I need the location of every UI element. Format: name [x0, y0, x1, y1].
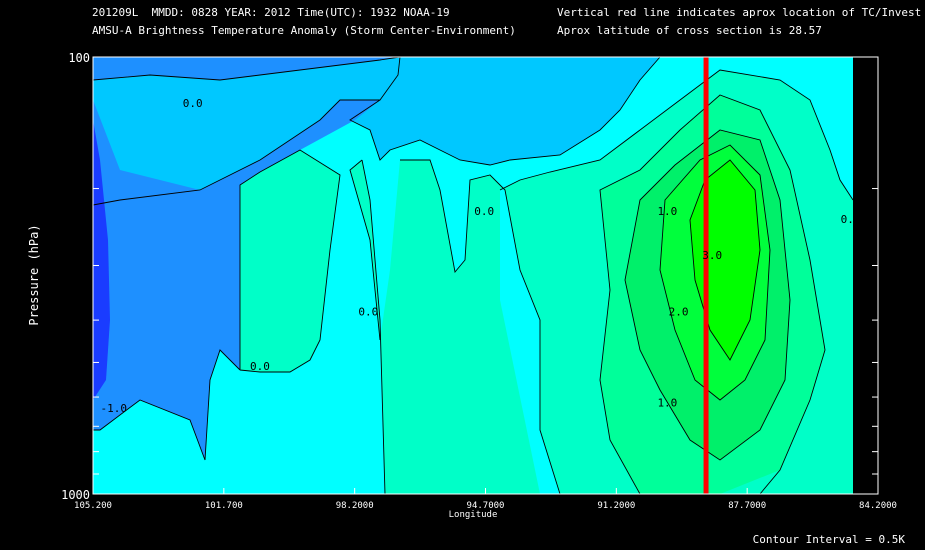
contour-label: 0.0 [841, 213, 861, 226]
x-tick-label: 101.700 [205, 501, 243, 511]
contour-label: 0.0 [183, 97, 203, 110]
y-axis-ticks [93, 56, 878, 495]
title-line-2: AMSU-A Brightness Temperature Anomaly (S… [92, 24, 516, 37]
title-line-1: 201209L MMDD: 0828 YEAR: 2012 Time(UTC):… [92, 6, 450, 19]
title-note-latitude: Aprox latitude of cross section is 28.57 [557, 24, 822, 37]
contour-interval-note: Contour Interval = 0.5K [752, 533, 905, 546]
contour-lines [92, 56, 854, 495]
y-tick-labels: 100 1000 [61, 51, 90, 502]
contour-line [349, 159, 381, 341]
contour-label: -1.0 [100, 402, 127, 415]
band-m1 [93, 100, 380, 460]
contour-line [93, 349, 241, 461]
contour-line [92, 56, 401, 81]
x-tick-label: 94.7000 [467, 501, 505, 511]
band-05 [240, 150, 340, 372]
contour-labels: 0.0 0.0 0.0 0.0 0.0 1.0 2.0 3.0 1.0 -1.0 [100, 97, 860, 415]
x-tick-label: 105.200 [74, 501, 112, 511]
plot-black-margin [853, 57, 878, 494]
x-axis-label: Longitude [448, 510, 498, 520]
contour-line [624, 129, 791, 461]
band-m05 [93, 57, 400, 205]
y-axis-label: Pressure (hPa) [27, 224, 41, 326]
y-tick-label: 100 [68, 51, 90, 65]
anomaly-fill-bands [93, 57, 853, 494]
contour-line [239, 149, 341, 373]
x-tick-label: 98.2000 [336, 501, 374, 511]
x-tick-label: 84.2000 [859, 501, 897, 511]
contour-line [599, 94, 826, 495]
contour-line [349, 56, 661, 166]
y-tick-label: 1000 [61, 488, 90, 502]
x-axis-ticks [92, 488, 879, 494]
x-tick-labels: 105.200 101.700 98.2000 94.7000 91.2000 87.70… [74, 501, 897, 511]
band-m15 [93, 120, 110, 400]
contour-label: 1.0 [657, 205, 677, 218]
title-note-red-line: Vertical red line indicates aprox locati… [557, 6, 922, 19]
contour-line [659, 144, 771, 401]
contour-label: 2.0 [669, 305, 689, 318]
contour-label: 1.0 [657, 396, 677, 409]
contour-line [92, 56, 401, 206]
contour-line [361, 159, 386, 495]
contour-line [499, 69, 854, 201]
band-m1-top [93, 57, 400, 80]
contour-label: 0.0 [474, 205, 494, 218]
contour-label: 0.0 [250, 360, 270, 373]
contour-line [400, 159, 561, 495]
band-m05-right [350, 57, 660, 165]
contour-label: 0.0 [358, 305, 378, 318]
contour-line [689, 159, 761, 361]
x-tick-label: 87.7000 [728, 501, 766, 511]
x-tick-label: 91.2000 [597, 501, 635, 511]
contour-label: 3.0 [702, 249, 722, 262]
